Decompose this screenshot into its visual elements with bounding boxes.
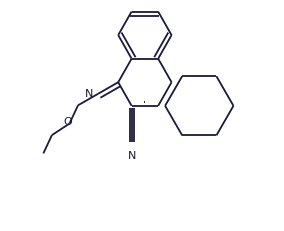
Text: N: N [85, 89, 93, 99]
Text: N: N [128, 151, 136, 161]
Text: O: O [63, 117, 72, 127]
